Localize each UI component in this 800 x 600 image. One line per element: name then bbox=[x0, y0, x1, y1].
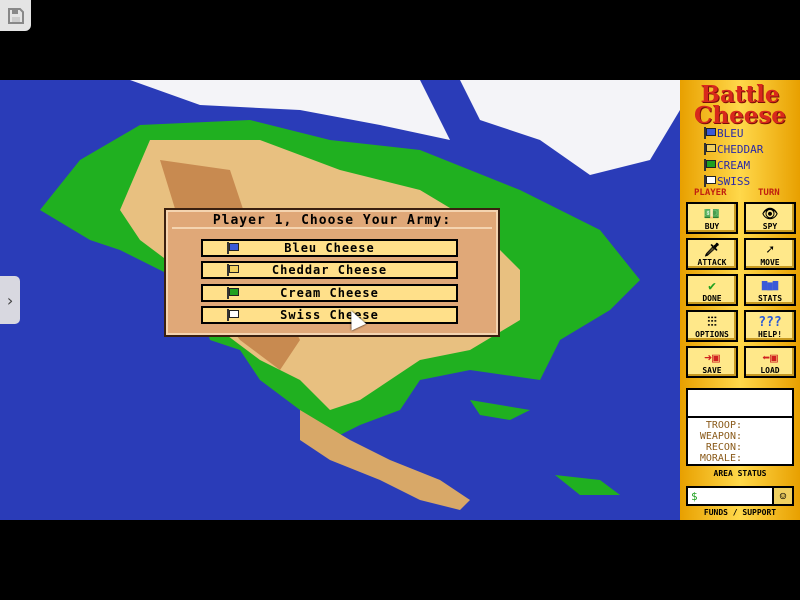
yellow-flag-icon bbox=[227, 264, 239, 276]
button-label: BUY bbox=[704, 222, 720, 231]
player-legend-cream: CREAM bbox=[704, 158, 750, 172]
question-marks-icon: ??? bbox=[758, 315, 782, 330]
eye-icon: 👁 bbox=[761, 207, 779, 222]
area-status-label: AREA STATUS bbox=[713, 469, 767, 478]
white-flag-icon bbox=[227, 309, 239, 321]
cream-cheese-option[interactable]: Cream Cheese bbox=[201, 284, 458, 302]
green-flag-icon bbox=[227, 287, 239, 299]
player-name: BLEU bbox=[717, 126, 744, 140]
side-control-panel: Battle Cheese BLEU CHEDDAR CREAM SWISS P… bbox=[680, 80, 800, 520]
chevron-right-icon: › bbox=[5, 290, 15, 310]
help-button[interactable]: ??? HELP! bbox=[744, 310, 796, 342]
turn-label: TURN bbox=[758, 188, 780, 198]
bar-chart-icon: ▇▆▇ bbox=[761, 281, 779, 291]
game-title: Battle bbox=[700, 81, 780, 108]
funds-support-label: FUNDS / SUPPORT bbox=[703, 508, 777, 517]
player-name: CREAM bbox=[717, 158, 751, 172]
checkmark-icon: ✔ bbox=[708, 279, 716, 294]
choose-army-dialog: Player 1, Choose Your Army: Bleu Cheese … bbox=[164, 208, 500, 337]
button-label: STATS bbox=[757, 294, 783, 303]
save-state-button[interactable] bbox=[0, 0, 31, 31]
button-label: DONE bbox=[702, 294, 722, 303]
button-label: SPY bbox=[762, 222, 778, 231]
money-icon: 💵 bbox=[703, 207, 721, 222]
buy-button[interactable]: 💵 BUY bbox=[686, 202, 738, 234]
cheddar-cheese-option[interactable]: Cheddar Cheese bbox=[201, 261, 458, 279]
player-name: SWISS bbox=[717, 174, 751, 188]
button-label: LOAD bbox=[760, 366, 780, 375]
player-legend-swiss: SWISS bbox=[704, 174, 750, 188]
blue-flag-icon bbox=[704, 127, 716, 139]
player-label: PLAYER bbox=[694, 188, 727, 198]
dialog-title: Player 1, Choose Your Army: bbox=[172, 213, 492, 229]
player-name: CHEDDAR bbox=[717, 142, 764, 156]
bleu-cheese-option[interactable]: Bleu Cheese bbox=[201, 239, 458, 257]
load-button[interactable]: ⬅▣ LOAD bbox=[744, 346, 796, 378]
option-label: Cream Cheese bbox=[280, 286, 379, 300]
sword-icon: 🗡 bbox=[703, 243, 721, 258]
funds-display: $ ☺ bbox=[686, 486, 794, 506]
white-flag-icon bbox=[704, 175, 716, 187]
player-legend-cheddar: CHEDDAR bbox=[704, 142, 763, 156]
load-disk-icon: ⬅▣ bbox=[762, 351, 778, 366]
blue-flag-icon bbox=[227, 242, 239, 254]
morale-label: MORALE: bbox=[699, 453, 742, 464]
spy-button[interactable]: 👁 SPY bbox=[744, 202, 796, 234]
floppy-disk-icon bbox=[7, 7, 24, 24]
yellow-flag-icon bbox=[704, 143, 716, 155]
troop-label: TROOP: bbox=[705, 420, 742, 431]
option-label: Cheddar Cheese bbox=[271, 263, 388, 277]
attack-button[interactable]: 🗡 ATTACK bbox=[686, 238, 738, 270]
player-legend-bleu: BLEU bbox=[704, 126, 744, 140]
area-status-box: TROOP: WEAPON: RECON: MORALE: bbox=[686, 388, 794, 466]
save-button[interactable]: ➜▣ SAVE bbox=[686, 346, 738, 378]
move-arrow-icon: ➚ bbox=[766, 243, 774, 258]
weapon-label: WEAPON: bbox=[699, 431, 742, 442]
button-label: SAVE bbox=[702, 366, 722, 375]
sliders-icon: ⫶⫶⫶ bbox=[707, 315, 717, 330]
smiley-face-icon: ☺ bbox=[772, 488, 792, 504]
area-name-display bbox=[688, 390, 792, 418]
done-button[interactable]: ✔ DONE bbox=[686, 274, 738, 306]
save-disk-icon: ➜▣ bbox=[704, 351, 720, 366]
button-label: HELP! bbox=[757, 330, 783, 339]
side-panel-toggle[interactable]: › bbox=[0, 276, 20, 324]
button-label: OPTIONS bbox=[695, 330, 729, 339]
game-title-line2: Cheese bbox=[694, 102, 786, 129]
options-button[interactable]: ⫶⫶⫶ OPTIONS bbox=[686, 310, 738, 342]
funds-value: $ bbox=[691, 489, 698, 503]
swiss-cheese-option[interactable]: Swiss Cheese bbox=[201, 306, 458, 324]
green-flag-icon bbox=[704, 159, 716, 171]
recon-label: RECON: bbox=[705, 442, 742, 453]
move-button[interactable]: ➚ MOVE bbox=[744, 238, 796, 270]
button-label: MOVE bbox=[760, 258, 780, 267]
option-label: Bleu Cheese bbox=[284, 241, 375, 255]
stats-button[interactable]: ▇▆▇ STATS bbox=[744, 274, 796, 306]
button-label: ATTACK bbox=[697, 258, 727, 267]
option-label: Swiss Cheese bbox=[280, 308, 379, 322]
